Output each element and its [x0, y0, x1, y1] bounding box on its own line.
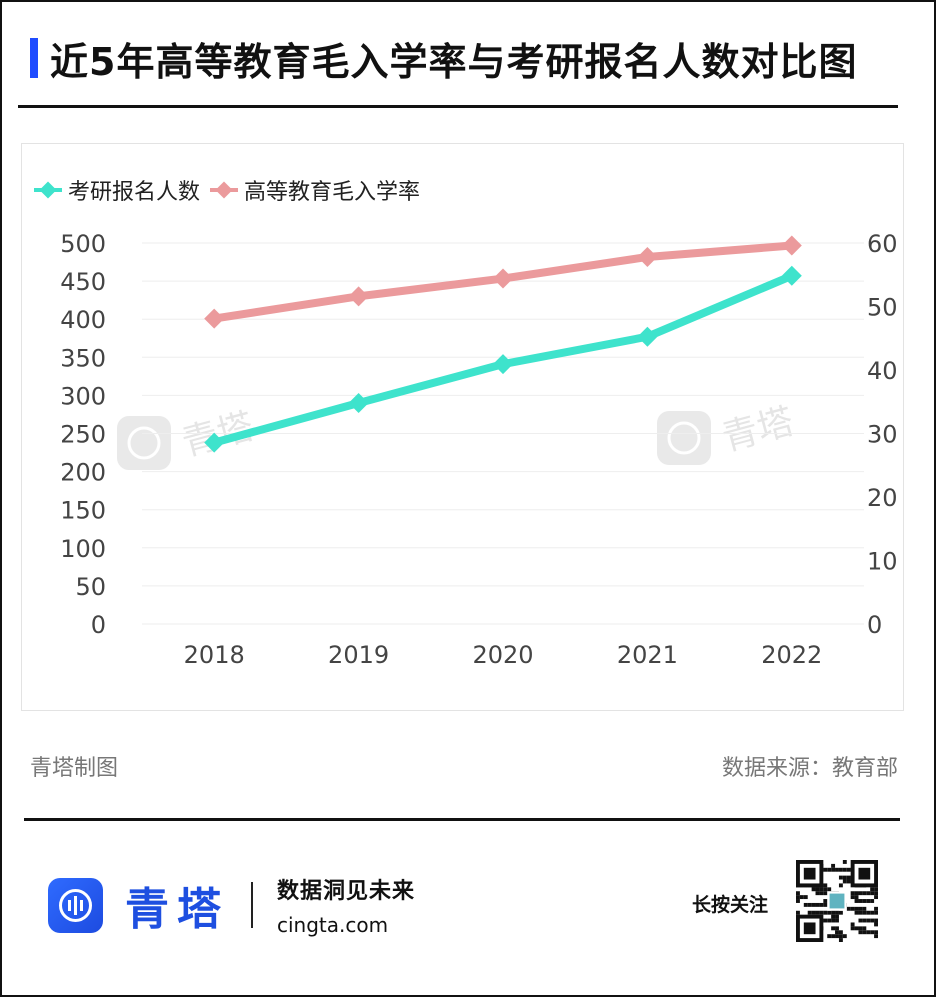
legend-marker-series2	[210, 183, 238, 197]
y-right-tick-label: 0	[867, 611, 882, 639]
y-left-tick-label: 400	[60, 306, 106, 334]
legend-label-series2: 高等教育毛入学率	[244, 174, 420, 206]
y-right-tick-label: 30	[867, 421, 898, 449]
series-point-2	[637, 247, 657, 267]
legend-item-series2: 高等教育毛入学率	[210, 174, 420, 206]
y-right-tick-label: 50	[867, 294, 898, 322]
series-point-2	[493, 269, 513, 289]
y-left-tick-label: 250	[60, 421, 106, 449]
brand-website[interactable]: cingta.com	[277, 913, 415, 937]
y-left-tick-label: 500	[60, 230, 106, 258]
y-left-tick-label: 50	[75, 573, 106, 601]
title-accent-bar	[30, 38, 38, 78]
x-tick-label: 2019	[328, 641, 389, 669]
brand-slogan: 数据洞见未来	[277, 873, 415, 905]
brand-text: 数据洞见未来 cingta.com	[277, 873, 415, 937]
legend-marker-series1	[34, 183, 62, 197]
line-chart: 青塔 青塔050100150200250300350400450500010203…	[22, 144, 905, 712]
header-divider	[18, 105, 898, 108]
x-tick-label: 2022	[761, 641, 822, 669]
y-left-tick-label: 200	[60, 459, 106, 487]
y-right-tick-label: 40	[867, 357, 898, 385]
x-tick-label: 2020	[472, 641, 533, 669]
watermark-logo	[657, 411, 711, 465]
y-left-tick-label: 300	[60, 382, 106, 410]
brand-block: 青塔 数据洞见未来 cingta.com	[48, 873, 415, 937]
qr-code-icon[interactable]	[796, 860, 878, 942]
series-point-1	[349, 393, 369, 413]
data-source: 数据来源：教育部	[722, 750, 898, 782]
legend: 考研报名人数 高等教育毛入学率	[34, 174, 420, 206]
brand-name: 青塔	[125, 873, 229, 937]
brand-logo-icon	[48, 878, 103, 933]
header: 近5年高等教育毛入学率与考研报名人数对比图	[30, 30, 857, 86]
y-right-tick-label: 20	[867, 484, 898, 512]
y-left-tick-label: 100	[60, 535, 106, 563]
chart-panel: 青塔 青塔 0 50 100 150 200 250 300 350 400 450 500 0 10 20 3…	[21, 143, 904, 711]
series-point-2	[349, 286, 369, 306]
x-tick-label: 2021	[617, 641, 678, 669]
watermark-logo	[117, 416, 171, 470]
footer-divider	[24, 818, 900, 821]
chart-credit: 青塔制图	[30, 750, 118, 782]
x-tick-label: 2018	[184, 641, 245, 669]
y-left-tick-label: 150	[60, 497, 106, 525]
watermark-text: 青塔	[718, 401, 798, 459]
legend-label-series1: 考研报名人数	[68, 174, 200, 206]
y-right-tick-label: 10	[867, 548, 898, 576]
legend-item-series1: 考研报名人数	[34, 174, 200, 206]
brand-separator	[251, 882, 253, 928]
series-point-2	[204, 309, 224, 329]
y-left-tick-label: 350	[60, 344, 106, 372]
chart-title: 近5年高等教育毛入学率与考研报名人数对比图	[50, 31, 857, 86]
series-point-2	[782, 236, 802, 256]
y-left-tick-label: 450	[60, 268, 106, 296]
y-right-tick-label: 60	[867, 230, 898, 258]
y-left-tick-label: 0	[91, 611, 106, 639]
follow-prompt: 长按关注	[692, 890, 768, 917]
